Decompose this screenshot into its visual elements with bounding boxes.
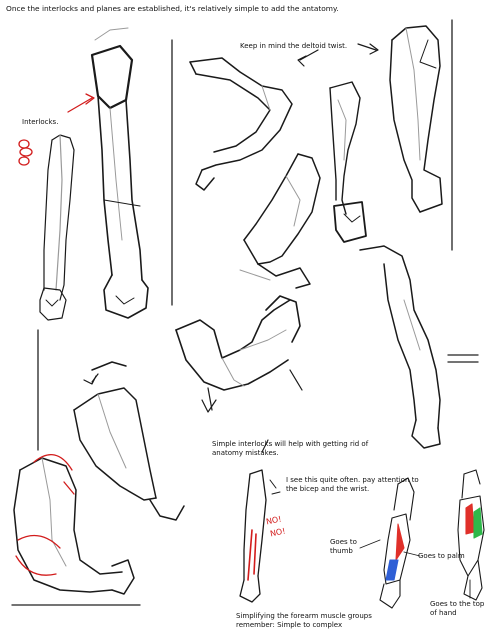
divider-lines	[11, 19, 479, 606]
arm-sketch-interlock-simple	[39, 134, 75, 321]
label-simple-interlocks: Simple interlocks will help with getting…	[212, 440, 369, 457]
pointer-arrow-icon	[261, 439, 269, 453]
label-goes-to-top-of-hand: Goes to the top of hand	[430, 600, 485, 617]
arm-sketch-left-lower	[73, 361, 185, 521]
page-header: Once the interlocks and planes are estab…	[6, 4, 339, 13]
arm-sketch-flexed	[175, 295, 303, 413]
forearm-muscle-diagram-left	[379, 477, 415, 609]
arm-sketch-bottom-left	[13, 457, 135, 595]
arm-sketch-bicep-wrist	[239, 469, 281, 603]
arm-sketch-right-middle	[359, 245, 441, 449]
interlock-red-marks	[18, 93, 95, 166]
label-goes-to-thumb: Goes to thumb	[330, 538, 357, 555]
arm-sketch-bent-upper	[189, 57, 293, 191]
label-bicep-wrist: I see this quite often. pay attention to…	[286, 476, 419, 493]
bottom-left-red-marks	[15, 454, 75, 576]
bicep-wrist-red-marks	[247, 529, 257, 581]
arm-sketch-diagonal	[239, 153, 321, 289]
label-goes-to-palm: Goes to palm	[418, 552, 465, 560]
label-interlocks: Interlocks.	[22, 118, 59, 126]
forearm-muscle-diagram-right	[457, 469, 485, 601]
caption-simplifying: Simplifying the forearm muscle groups re…	[236, 612, 372, 629]
arm-sketch-tall	[90, 27, 149, 319]
muscle-pointer-lines	[359, 539, 471, 599]
label-deltoid-twist: Keep in mind the deltoid twist.	[240, 42, 348, 50]
arm-sketch-deltoid-twist	[297, 25, 443, 213]
arm-sketch-forearm-center	[329, 81, 367, 243]
